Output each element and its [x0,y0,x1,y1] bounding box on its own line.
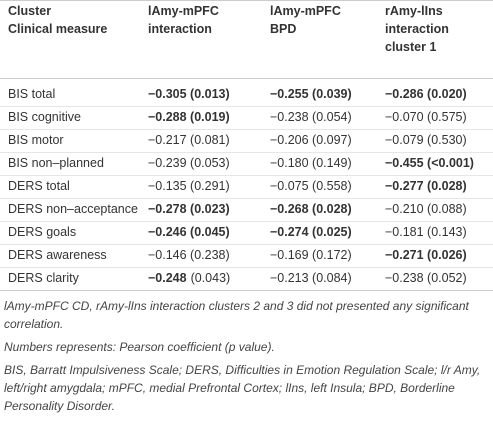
rule [0,78,493,79]
cell-text: −0.271 (0.026) [385,248,467,262]
cell: −0.070 (0.575) [385,110,467,124]
column-header: rAmy-lIns [385,4,443,18]
rule [0,0,493,1]
cell-text: −0.180 (0.149) [270,156,352,170]
row-rule [0,221,493,222]
footnote: Numbers represents: Pearson coefficient … [4,340,275,354]
cell: −0.268 (0.028) [270,202,352,216]
cell: −0.213 (0.084) [270,271,352,285]
rule [0,290,493,291]
cell: −0.286 (0.020) [385,87,467,101]
cell-text: −0.255 (0.039) [270,87,352,101]
cell-text: −0.286 (0.020) [385,87,467,101]
header-label: Cluster [8,4,52,18]
row-rule [0,198,493,199]
cell: −0.210 (0.088) [385,202,467,216]
cell: −0.180 (0.149) [270,156,352,170]
row-rule [0,106,493,107]
column-header: lAmy-mPFC [270,4,341,18]
cell-text: −0.135 (0.291) [148,179,230,193]
row-label: DERS clarity [8,271,79,285]
cell: −0.274 (0.025) [270,225,352,239]
cell-text: −0.169 (0.172) [270,248,352,262]
row-rule [0,129,493,130]
cell: −0.277 (0.028) [385,179,467,193]
cell: −0.079 (0.530) [385,133,467,147]
cell: −0.075 (0.558) [270,179,352,193]
footnote: lAmy-mPFC CD, rAmy-lIns interaction clus… [4,299,469,331]
cell-text: −0.210 (0.088) [385,202,467,216]
row-rule [0,267,493,268]
cell: −0.239 (0.053) [148,156,230,170]
row-label: BIS cognitive [8,110,81,124]
row-label: DERS non–acceptance [8,202,138,216]
cell: −0.181 (0.143) [385,225,467,239]
cell-text: −0.246 (0.045) [148,225,230,239]
cell-text: −0.274 (0.025) [270,225,352,239]
cell: −0.248 (0.043) [148,271,230,285]
cell: −0.146 (0.238) [148,248,230,262]
column-header: lAmy-mPFC [148,4,219,18]
cell-text: −0.278 (0.023) [148,202,230,216]
cell-text: −0.268 (0.028) [270,202,352,216]
footnote: BIS, Barratt Impulsiveness Scale; DERS, … [4,363,481,413]
column-header: interaction [385,22,449,36]
cell: −0.135 (0.291) [148,179,230,193]
cell-text: −0.248 [148,271,187,285]
cell: −0.271 (0.026) [385,248,467,262]
cell: −0.238 (0.052) [385,271,467,285]
cell-text: −0.238 (0.052) [385,271,467,285]
cell-text: −0.239 (0.053) [148,156,230,170]
column-header: interaction [148,22,212,36]
row-label: DERS total [8,179,70,193]
cell: −0.169 (0.172) [270,248,352,262]
row-rule [0,175,493,176]
cell-text: −0.181 (0.143) [385,225,467,239]
row-rule [0,152,493,153]
row-label: BIS motor [8,133,64,147]
cell-text: −0.455 (<0.001) [385,156,474,170]
header-label: Clinical measure [8,22,108,36]
column-header: BPD [270,22,297,36]
column-header: cluster 1 [385,40,437,54]
cell: −0.246 (0.045) [148,225,230,239]
row-label: BIS non–planned [8,156,104,170]
cell-text: −0.070 (0.575) [385,110,467,124]
cell: −0.455 (<0.001) [385,156,474,170]
cell: −0.255 (0.039) [270,87,352,101]
row-rule [0,244,493,245]
cell: −0.305 (0.013) [148,87,230,101]
cell-text: (0.043) [190,271,231,285]
cell-text: −0.146 (0.238) [148,248,230,262]
cell-text: −0.075 (0.558) [270,179,352,193]
cell-text: −0.305 (0.013) [148,87,230,101]
row-label: BIS total [8,87,56,101]
cell-text: −0.217 (0.081) [148,133,230,147]
cell-text: −0.277 (0.028) [385,179,467,193]
cell: −0.288 (0.019) [148,110,230,124]
row-label: DERS awareness [8,248,107,262]
cell: −0.217 (0.081) [148,133,230,147]
cell-text: −0.213 (0.084) [270,271,352,285]
cell-text: −0.206 (0.097) [270,133,352,147]
cell: −0.278 (0.023) [148,202,230,216]
row-label: DERS goals [8,225,77,239]
cell: −0.238 (0.054) [270,110,352,124]
cell: −0.206 (0.097) [270,133,352,147]
cell-text: −0.288 (0.019) [148,110,230,124]
cell-text: −0.079 (0.530) [385,133,467,147]
cell-text: −0.238 (0.054) [270,110,352,124]
